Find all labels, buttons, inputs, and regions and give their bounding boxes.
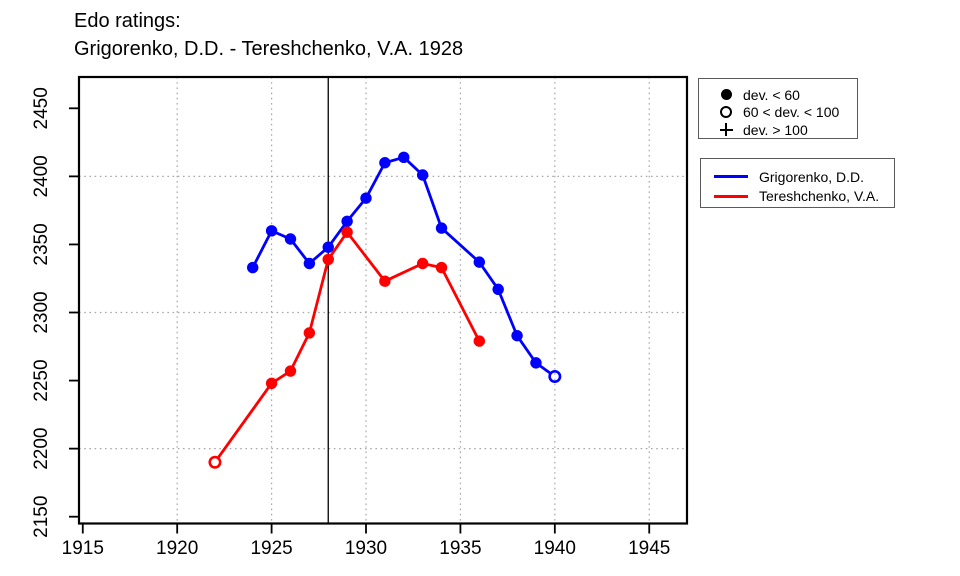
series-line-1 [217, 381, 273, 459]
data-point-filled [435, 222, 448, 234]
data-point-filled [473, 256, 485, 268]
x-tick-label: 1920 [156, 538, 198, 559]
series-line-1 [383, 262, 425, 283]
data-point-filled [322, 241, 334, 253]
open-circle-icon [720, 106, 732, 119]
plus-icon [719, 123, 733, 137]
series-line-0 [364, 161, 387, 200]
y-tick-label: 2250 [31, 359, 52, 401]
filled-circle-icon [720, 89, 732, 101]
series-line-1 [345, 230, 387, 283]
series-legend-label: Tereshchenko, V.A. [759, 188, 880, 205]
data-point-filled [530, 357, 542, 369]
data-point-open [208, 455, 222, 469]
data-point-filled [360, 192, 372, 204]
chart-title: Edo ratings: [74, 10, 181, 32]
marker-legend-row: dev. < 60 [709, 86, 857, 104]
plot-frame [77, 75, 689, 525]
y-tick-label: 2400 [31, 155, 52, 197]
data-point-open [548, 369, 562, 383]
series-line-0 [496, 287, 519, 338]
chart-title-block: Edo ratings: Grigorenko, D.D. - Tereshch… [74, 7, 463, 63]
data-point-filled [265, 225, 278, 237]
series-line-swatch [714, 194, 748, 198]
series-legend: Grigorenko, D.D. Tereshchenko, V.A. [700, 158, 895, 208]
x-tick-label: 1945 [628, 538, 670, 559]
x-tick-label: 1925 [250, 538, 292, 559]
data-point-filled [284, 233, 297, 245]
y-tick-label: 2150 [31, 496, 52, 538]
data-point-filled [303, 327, 316, 339]
series-line-1 [307, 258, 330, 335]
data-point-filled [416, 257, 429, 270]
series-line-swatch [714, 175, 748, 179]
y-tick-label: 2300 [31, 291, 52, 333]
marker-legend: dev. < 60 60 < dev. < 100 dev. > 100 [698, 78, 858, 139]
data-point-filled [341, 226, 353, 238]
x-tick-label: 1935 [439, 538, 481, 559]
data-point-filled [284, 365, 297, 377]
marker-legend-label: dev. < 60 [743, 86, 800, 103]
y-tick-label: 2450 [31, 87, 52, 129]
series-line-0 [251, 229, 273, 269]
data-point-filled [341, 215, 353, 227]
data-point-filled [511, 329, 523, 342]
data-point-filled [265, 377, 278, 389]
x-tick-label: 1930 [345, 538, 387, 559]
series-legend-row: Grigorenko, D.D. [714, 167, 894, 187]
data-point-filled [492, 283, 504, 296]
data-point-filled [379, 275, 391, 287]
series-line-1 [440, 266, 481, 343]
series-line-0 [421, 173, 443, 230]
x-tick-label: 1915 [62, 538, 104, 559]
marker-legend-row: 60 < dev. < 100 [709, 104, 857, 122]
data-point-filled [247, 261, 259, 274]
data-point-filled [322, 253, 334, 266]
y-tick-label: 2200 [31, 427, 52, 469]
y-tick-label: 2350 [31, 223, 52, 265]
marker-legend-label: 60 < dev. < 100 [743, 104, 840, 121]
series-legend-label: Grigorenko, D.D. [759, 168, 865, 185]
x-tick-label: 1940 [534, 538, 576, 559]
series-line-1 [289, 331, 311, 373]
data-point-filled [398, 151, 410, 164]
data-point-filled [303, 257, 316, 270]
series-legend-row: Tereshchenko, V.A. [714, 187, 894, 207]
data-point-filled [435, 261, 448, 274]
chart-subtitle: Grigorenko, D.D. - Tereshchenko, V.A. 19… [74, 38, 464, 60]
data-point-filled [416, 169, 429, 181]
series-line-0 [440, 226, 481, 264]
marker-legend-label: dev. > 100 [743, 121, 808, 138]
marker-legend-row: dev. > 100 [709, 121, 857, 139]
data-point-filled [379, 157, 391, 169]
data-point-filled [473, 335, 485, 347]
